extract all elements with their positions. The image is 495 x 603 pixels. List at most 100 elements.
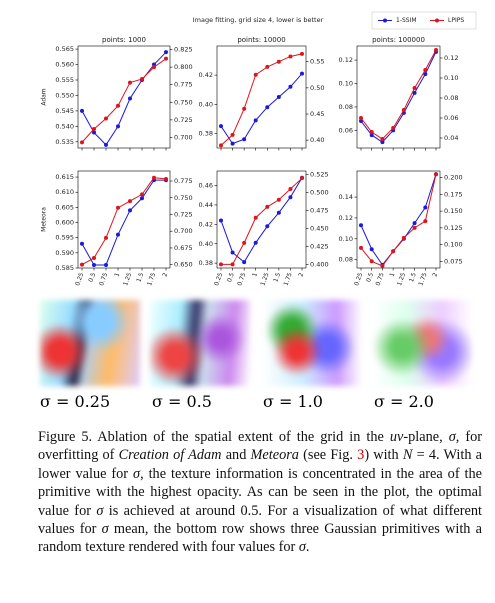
caption-run: , for overfitting of bbox=[38, 429, 482, 464]
x-tick-label: 1 bbox=[389, 272, 397, 278]
legend-marker bbox=[435, 18, 439, 23]
y2-tick-label: 0.06 bbox=[444, 114, 458, 122]
data-point bbox=[230, 262, 235, 267]
legend-label: 1-SSIM bbox=[396, 17, 417, 24]
data-point bbox=[300, 176, 304, 181]
data-point bbox=[423, 68, 428, 72]
y-tick-label: 0.555 bbox=[55, 76, 74, 84]
data-point bbox=[391, 249, 396, 254]
legend bbox=[371, 11, 477, 30]
series-line bbox=[221, 177, 303, 265]
data-point bbox=[253, 118, 258, 123]
data-point bbox=[369, 133, 374, 138]
data-point bbox=[276, 59, 281, 64]
y-tick-label: 0.08 bbox=[339, 103, 353, 111]
x-tick-label: 1 bbox=[251, 272, 259, 278]
caption-run: is achieved at around 0.5. For a visuali… bbox=[38, 502, 482, 538]
y2-tick-label: 0.425 bbox=[310, 242, 329, 250]
axes-frame bbox=[356, 45, 441, 149]
x-tick-label: 1.25 bbox=[259, 272, 270, 287]
image-label: σ = 1.0 bbox=[263, 392, 323, 411]
figure: Image fitting, grid size 4, lower is bet… bbox=[41, 11, 477, 287]
data-point bbox=[369, 247, 374, 252]
data-point bbox=[401, 235, 406, 240]
x-tick-label: 1.75 bbox=[283, 272, 294, 287]
y-tick-label: 0.585 bbox=[55, 264, 74, 272]
y2-tick-label: 0.04 bbox=[444, 134, 458, 142]
data-point bbox=[140, 196, 144, 201]
sample-image bbox=[150, 300, 250, 386]
data-point bbox=[242, 106, 247, 111]
x-tick-label: 0.75 bbox=[98, 272, 109, 287]
y-tick-label: 0.540 bbox=[55, 122, 74, 130]
x-tick-label: 0.25 bbox=[213, 272, 224, 287]
data-point bbox=[116, 232, 120, 237]
y-tick-label: 0.595 bbox=[55, 234, 74, 242]
data-point bbox=[140, 192, 144, 197]
y-tick-label: 0.42 bbox=[199, 220, 213, 228]
y-tick-label: 0.40 bbox=[199, 100, 213, 108]
sample-image bbox=[40, 300, 140, 386]
data-point bbox=[434, 48, 438, 52]
y-tick-label: 0.600 bbox=[55, 219, 74, 227]
y-tick-label: 0.610 bbox=[55, 188, 74, 196]
y-axis-label: Meteora bbox=[41, 207, 48, 232]
y2-tick-label: 0.725 bbox=[174, 116, 193, 124]
y2-tick-label: 0.100 bbox=[444, 241, 463, 249]
data-point bbox=[230, 250, 235, 255]
y-tick-label: 0.40 bbox=[199, 240, 213, 248]
data-point bbox=[164, 56, 168, 61]
x-tick-label: 0.75 bbox=[236, 272, 247, 287]
y2-tick-label: 0.700 bbox=[174, 133, 193, 141]
x-tick-label: 0.25 bbox=[353, 272, 364, 287]
data-point bbox=[80, 108, 84, 113]
data-point bbox=[128, 208, 132, 213]
data-point bbox=[104, 235, 108, 240]
caption-run: σ bbox=[101, 521, 109, 538]
y2-tick-label: 0.55 bbox=[310, 58, 324, 66]
y-tick-label: 0.46 bbox=[199, 182, 213, 190]
caption-run: (see Fig. bbox=[298, 447, 358, 464]
y-tick-label: 0.535 bbox=[55, 138, 74, 146]
data-point bbox=[104, 142, 108, 147]
caption-run[interactable]: 3 bbox=[357, 447, 365, 464]
data-point bbox=[401, 108, 406, 112]
data-point bbox=[423, 205, 428, 210]
y-tick-label: 0.605 bbox=[55, 203, 74, 211]
series-line bbox=[81, 177, 167, 266]
series-line bbox=[360, 49, 437, 140]
y-axis-label: Adam bbox=[41, 88, 48, 105]
data-point bbox=[164, 177, 168, 182]
data-point bbox=[80, 241, 84, 246]
data-point bbox=[359, 116, 363, 120]
x-tick-label: 2 bbox=[431, 272, 439, 278]
y2-tick-label: 0.800 bbox=[174, 63, 193, 71]
data-point bbox=[380, 140, 385, 145]
data-point bbox=[359, 245, 363, 250]
data-point bbox=[423, 72, 428, 77]
data-point bbox=[92, 262, 96, 267]
y2-tick-label: 0.475 bbox=[310, 207, 329, 215]
series-line bbox=[360, 51, 437, 143]
y-tick-label: 0.565 bbox=[55, 45, 74, 53]
caption-run: N bbox=[402, 447, 413, 464]
axes-frame bbox=[216, 45, 307, 149]
y2-tick-label: 0.40 bbox=[310, 136, 324, 144]
data-point bbox=[288, 195, 293, 200]
data-point bbox=[369, 130, 374, 134]
data-point bbox=[276, 197, 281, 202]
y2-tick-label: 0.450 bbox=[310, 224, 329, 232]
caption-run: = 4. With a lower value for bbox=[38, 447, 483, 482]
series-line bbox=[220, 53, 303, 146]
legend-marker bbox=[383, 18, 387, 23]
data-point bbox=[265, 64, 270, 69]
caption-run: , the texture information is concentrate… bbox=[38, 465, 482, 519]
data-point bbox=[128, 96, 132, 101]
caption-run: σ bbox=[96, 502, 104, 519]
y2-tick-label: 0.50 bbox=[310, 84, 324, 92]
data-point bbox=[300, 71, 304, 76]
y2-tick-label: 0.775 bbox=[174, 81, 193, 89]
y2-tick-label: 0.175 bbox=[444, 190, 463, 198]
image-label: σ = 0.5 bbox=[152, 392, 212, 411]
